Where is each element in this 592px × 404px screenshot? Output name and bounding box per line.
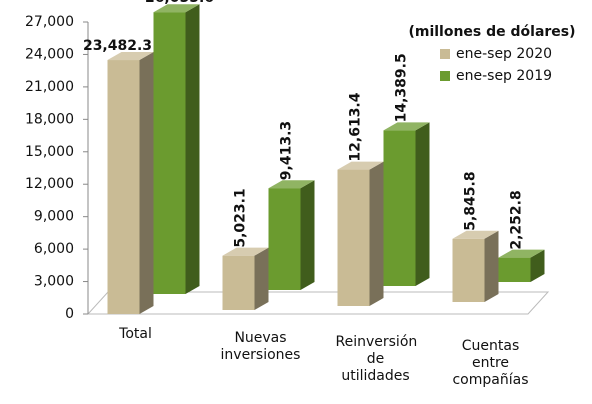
x-tick-label: Nuevas inversiones — [220, 330, 301, 363]
bar-front — [222, 255, 255, 310]
bar-front — [452, 238, 485, 302]
bar-side — [484, 230, 499, 302]
y-tick-label: 21,000 — [25, 79, 74, 95]
legend-label: ene-sep 2020 — [456, 46, 552, 62]
bar — [268, 180, 315, 290]
bar-side — [185, 4, 200, 295]
value-label: 12,613.4 — [348, 92, 364, 161]
bar-side — [300, 180, 315, 290]
x-tick-label: Total — [119, 326, 152, 342]
bar — [452, 230, 499, 302]
bar-top — [337, 161, 384, 170]
bar — [222, 247, 269, 310]
value-label: 26,055.6 — [145, 0, 214, 6]
bar-top — [498, 249, 545, 258]
y-tick-label: 27,000 — [25, 14, 74, 30]
bar — [498, 249, 545, 282]
value-label: 14,389.5 — [394, 53, 410, 122]
bar-front — [268, 188, 301, 290]
legend-swatch — [440, 71, 450, 81]
bar-top — [383, 122, 430, 131]
bar-side — [530, 249, 545, 282]
bar-top — [222, 247, 269, 256]
y-tick-label: 3,000 — [34, 274, 74, 290]
bar-side — [369, 161, 384, 306]
bar-front — [337, 169, 370, 306]
legend-swatch — [440, 49, 450, 59]
floor — [86, 291, 550, 315]
bar-side — [139, 52, 154, 314]
bar-front — [153, 12, 186, 295]
bar-top — [268, 180, 315, 189]
value-label: 2,252.8 — [509, 190, 525, 249]
y-tick-label: 9,000 — [34, 209, 74, 225]
x-tick-label: Reinversión de utilidades — [335, 334, 418, 384]
y-tick-label: 0 — [65, 306, 74, 322]
bar-front — [383, 130, 416, 286]
bar — [383, 122, 430, 286]
bar-front — [498, 257, 531, 282]
bar-top — [452, 230, 499, 239]
value-label: 9,413.3 — [279, 121, 295, 180]
value-label: 5,845.8 — [463, 171, 479, 230]
x-tick-label: Cuentas entre compañías — [452, 338, 529, 388]
legend-label: ene-sep 2019 — [456, 68, 552, 84]
bar-side — [415, 122, 430, 286]
y-tick-label: 15,000 — [25, 144, 74, 160]
bar — [153, 4, 200, 295]
y-tick-label: 24,000 — [25, 46, 74, 62]
bar — [337, 161, 384, 306]
y-tick-label: 18,000 — [25, 111, 74, 127]
y-tick-label: 6,000 — [34, 241, 74, 257]
bar-front — [107, 60, 140, 314]
value-label: 5,023.1 — [233, 188, 249, 247]
bar-top — [153, 4, 200, 13]
legend-title: (millones de dólares) — [408, 24, 575, 40]
y-tick-label: 12,000 — [25, 176, 74, 192]
bar-side — [254, 247, 269, 310]
value-label: 23,482.3 — [83, 38, 152, 54]
bar — [107, 52, 154, 314]
bar-top — [107, 52, 154, 61]
